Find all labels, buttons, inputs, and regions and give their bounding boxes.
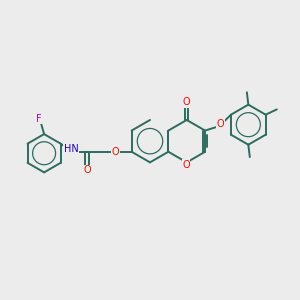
Text: F: F bbox=[36, 114, 42, 124]
Text: O: O bbox=[182, 160, 190, 170]
Text: O: O bbox=[83, 165, 91, 175]
Text: HN: HN bbox=[64, 144, 78, 154]
Text: O: O bbox=[183, 97, 190, 107]
Text: O: O bbox=[112, 147, 119, 157]
Text: O: O bbox=[217, 119, 224, 129]
